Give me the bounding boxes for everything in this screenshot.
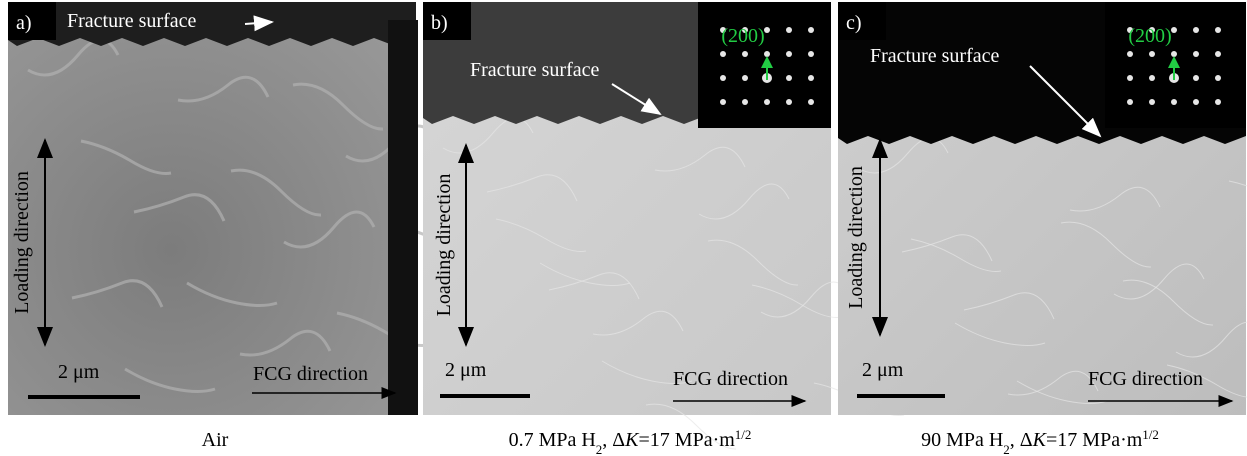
caption-part: 1/2 xyxy=(735,427,752,442)
fracture-label: Fracture surface xyxy=(470,59,599,81)
diffraction-spot xyxy=(742,51,748,57)
diffraction-spot xyxy=(1215,51,1221,57)
diffraction-spot xyxy=(720,99,726,105)
diffraction-spot xyxy=(1193,99,1199,105)
diffraction-spot xyxy=(786,99,792,105)
diffraction-spot xyxy=(808,27,814,33)
diffraction-spot xyxy=(764,51,770,57)
diffraction-spot xyxy=(1171,99,1177,105)
diffraction-spot xyxy=(808,99,814,105)
diffraction-spot xyxy=(1149,51,1155,57)
diffraction-spot xyxy=(1193,27,1199,33)
fracture-label: Fracture surface xyxy=(67,10,196,32)
diffraction-spot xyxy=(1127,51,1133,57)
panel: (200) c) Fracture surface Loading direction… xyxy=(838,2,1247,456)
scale-label: 2 μm xyxy=(58,361,100,383)
diffraction-spot xyxy=(764,99,770,105)
caption-part: , Δ xyxy=(602,429,625,451)
panels: a) Fracture surface Loading direction 2 μm F… xyxy=(8,2,1247,456)
diffraction-spot xyxy=(742,99,748,105)
diffraction-spot xyxy=(1193,75,1199,81)
diffraction-spot xyxy=(1215,99,1221,105)
diffraction-spot xyxy=(786,27,792,33)
panel-label: c) xyxy=(846,12,862,34)
inset-label: (200) xyxy=(721,25,764,47)
fcg-label: FCG direction xyxy=(1088,368,1203,390)
diffraction-spot xyxy=(1193,51,1199,57)
panel-label: b) xyxy=(431,12,448,34)
scale-label: 2 μm xyxy=(862,359,904,381)
diffraction-inset xyxy=(698,2,831,128)
edge xyxy=(388,20,418,415)
inset-label: (200) xyxy=(1128,25,1171,47)
diffraction-spot xyxy=(808,75,814,81)
diffraction-spot xyxy=(742,75,748,81)
diffraction-spot xyxy=(720,75,726,81)
diffraction-inset xyxy=(1105,2,1246,128)
caption-part: =17 MPa·m xyxy=(1046,429,1143,451)
caption: Air xyxy=(202,429,229,451)
caption-part: Air xyxy=(202,429,229,451)
caption-part: 90 MPa H xyxy=(921,429,1003,451)
fracture-label: Fracture surface xyxy=(870,45,999,67)
caption: 0.7 MPa H2, ΔK=17 MPa·m1/2 xyxy=(509,427,752,456)
diffraction-spot xyxy=(1127,99,1133,105)
diffraction-spot xyxy=(786,75,792,81)
diffraction-spot xyxy=(764,27,770,33)
diffraction-spot xyxy=(1215,75,1221,81)
fcg-label: FCG direction xyxy=(673,368,788,390)
panel-label: a) xyxy=(16,12,32,34)
diffraction-spot xyxy=(1149,99,1155,105)
loading-label: Loading direction xyxy=(11,171,33,314)
panel: (200) b) Fracture surface Loading direction… xyxy=(423,2,904,456)
fcg-label: FCG direction xyxy=(253,363,368,385)
diffraction-spot xyxy=(1215,27,1221,33)
loading-label: Loading direction xyxy=(433,174,455,317)
scale-label: 2 μm xyxy=(445,359,487,381)
diffraction-spot xyxy=(1171,51,1177,57)
diffraction-spot xyxy=(1171,27,1177,33)
caption-part: 1/2 xyxy=(1142,427,1159,442)
diffraction-spot xyxy=(786,51,792,57)
diffraction-spot xyxy=(1127,75,1133,81)
caption-part: =17 MPa·m xyxy=(639,429,736,451)
panel: a) Fracture surface Loading direction 2 μm F… xyxy=(8,2,489,451)
caption-part: 0.7 MPa H xyxy=(509,429,596,451)
loading-label: Loading direction xyxy=(845,166,867,309)
diffraction-spot xyxy=(1149,75,1155,81)
caption: 90 MPa H2, ΔK=17 MPa·m1/2 xyxy=(921,427,1159,456)
diffraction-spot xyxy=(720,51,726,57)
caption-part: , Δ xyxy=(1010,429,1033,451)
figure: a) Fracture surface Loading direction 2 μm F… xyxy=(0,0,1247,456)
diffraction-spot xyxy=(808,51,814,57)
